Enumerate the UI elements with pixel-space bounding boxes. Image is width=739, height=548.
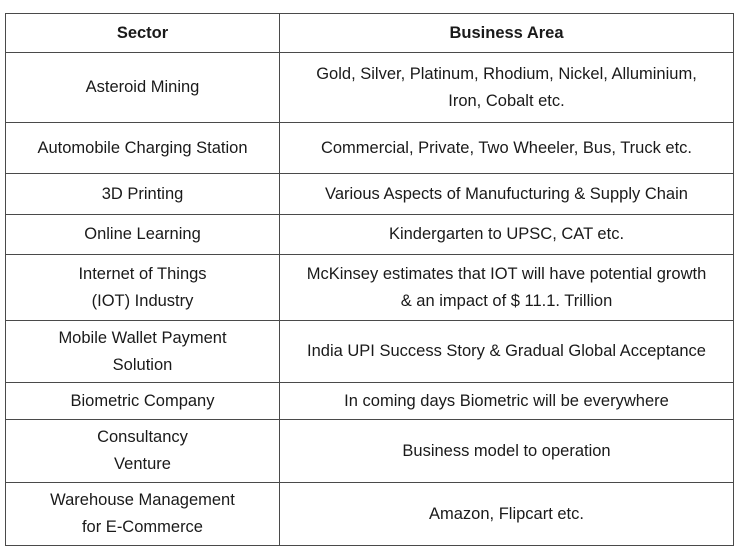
business-area-text: Amazon, Flipcart etc. (429, 504, 584, 523)
business-area-text: Gold, Silver, Platinum, Rhodium, Nickel,… (316, 64, 697, 110)
business-area-cell: Kindergarten to UPSC, CAT etc. (279, 214, 734, 255)
business-area-text: Kindergarten to UPSC, CAT etc. (388, 225, 625, 243)
sector-cell: Biometric Company (5, 382, 280, 420)
sector-cell: Warehouse Management for E-Commerce (5, 482, 280, 546)
sector-text: Mobile Wallet Payment Solution (58, 328, 227, 374)
business-area-cell: Gold, Silver, Platinum, Rhodium, Nickel,… (279, 52, 734, 123)
table-row: Online Learning Kindergarten to UPSC, CA… (5, 214, 734, 255)
table-row: Warehouse Management for E-Commerce Amaz… (5, 482, 734, 546)
table-row: Mobile Wallet Payment Solution India UPI… (5, 320, 734, 383)
table-row: Asteroid Mining Gold, Silver, Platinum, … (5, 52, 734, 123)
business-area-cell: Amazon, Flipcart etc. (279, 482, 734, 546)
sector-cell: Automobile Charging Station (5, 122, 280, 174)
business-area-cell: Business model to operation (279, 419, 734, 483)
table-row: 3D Printing Various Aspects of Manufuctu… (5, 173, 734, 215)
sector-text: Warehouse Management for E-Commerce (50, 491, 235, 536)
business-area-cell: McKinsey estimates that IOT will have po… (279, 254, 734, 321)
sector-cell: Mobile Wallet Payment Solution (5, 320, 280, 383)
sector-text: Automobile Charging Station (37, 138, 248, 157)
table-row: Automobile Charging Station Commercial, … (5, 122, 734, 174)
sector-cell: Internet of Things (IOT) Industry (5, 254, 280, 321)
table-header-row: Sector Business Area (5, 13, 734, 53)
sector-text: Online Learning (84, 225, 201, 243)
sector-table-container: Sector Business Area Asteroid Mining Gol… (5, 13, 734, 546)
sector-text: Asteroid Mining (85, 78, 200, 96)
sector-business-table: Sector Business Area Asteroid Mining Gol… (5, 13, 734, 546)
sector-text: Consultancy Venture (97, 428, 188, 473)
sector-cell: Online Learning (5, 214, 280, 255)
sector-text: Biometric Company (70, 391, 215, 410)
business-area-text: In coming days Biometric will be everywh… (344, 391, 669, 410)
business-area-cell: India UPI Success Story & Gradual Global… (279, 320, 734, 383)
sector-text: Internet of Things (IOT) Industry (78, 264, 207, 310)
table-row: Biometric Company In coming days Biometr… (5, 382, 734, 420)
business-area-text: Various Aspects of Manufucturing & Suppl… (325, 184, 688, 203)
table-row: Internet of Things (IOT) Industry McKins… (5, 254, 734, 321)
sector-cell: Asteroid Mining (5, 52, 280, 123)
sector-cell: Consultancy Venture (5, 419, 280, 483)
business-area-cell: Commercial, Private, Two Wheeler, Bus, T… (279, 122, 734, 174)
business-area-text: Business model to operation (402, 441, 611, 460)
table-row: Consultancy Venture Business model to op… (5, 419, 734, 483)
business-area-cell: Various Aspects of Manufucturing & Suppl… (279, 173, 734, 215)
business-area-text: Commercial, Private, Two Wheeler, Bus, T… (320, 138, 693, 157)
business-area-text: McKinsey estimates that IOT will have po… (306, 264, 707, 310)
business-area-text: India UPI Success Story & Gradual Global… (307, 342, 706, 360)
sector-cell: 3D Printing (5, 173, 280, 215)
header-business-area: Business Area (279, 13, 734, 53)
sector-text: 3D Printing (101, 184, 184, 203)
business-area-cell: In coming days Biometric will be everywh… (279, 382, 734, 420)
header-sector: Sector (5, 13, 280, 53)
